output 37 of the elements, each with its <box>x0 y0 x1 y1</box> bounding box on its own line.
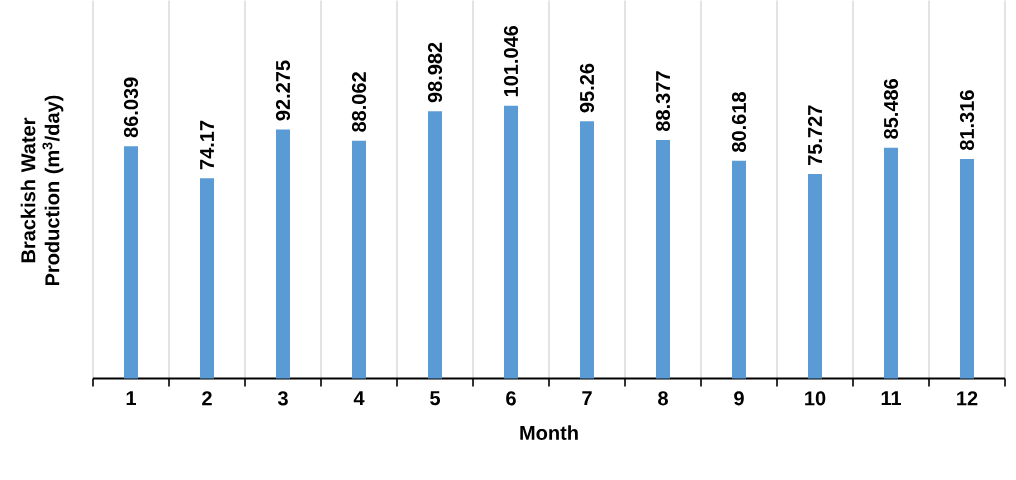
x-tick-label: 9 <box>734 391 744 406</box>
data-label: 92.275 <box>275 60 291 121</box>
data-label: 101.046 <box>503 26 519 97</box>
data-label: 95.26 <box>579 63 595 113</box>
bar <box>504 105 519 379</box>
bar <box>200 178 215 379</box>
x-tick-label: 11 <box>881 391 902 406</box>
x-tick-label: 7 <box>582 391 592 406</box>
x-tick-label: 6 <box>506 391 516 406</box>
data-label: 80.618 <box>731 92 747 153</box>
x-tick-label: 5 <box>430 391 441 406</box>
data-label: 85.486 <box>883 79 899 140</box>
data-label: 75.727 <box>807 105 823 166</box>
x-tick-label: 2 <box>202 391 212 406</box>
x-tick-label: 3 <box>277 391 288 406</box>
bar <box>884 147 899 379</box>
bar <box>428 111 443 379</box>
x-tick-label: 1 <box>126 391 137 406</box>
bar <box>656 140 671 379</box>
x-axis-title: Month <box>520 425 578 441</box>
x-tick-label: 4 <box>353 391 365 406</box>
bar <box>580 121 595 379</box>
x-tick-label: 8 <box>658 391 668 406</box>
data-label: 81.316 <box>959 90 975 151</box>
data-label: 88.062 <box>351 72 367 133</box>
bar <box>732 161 747 379</box>
bar <box>352 141 367 379</box>
data-label: 74.17 <box>200 121 214 170</box>
data-label: 88.377 <box>655 71 671 132</box>
x-tick-label: 12 <box>957 391 978 406</box>
data-label: 98.982 <box>427 42 443 103</box>
bar <box>808 174 823 379</box>
x-tick-label: 10 <box>805 391 826 406</box>
bar <box>960 159 975 379</box>
data-label: 86.039 <box>123 77 139 138</box>
bar <box>276 129 291 379</box>
bar <box>124 146 139 379</box>
